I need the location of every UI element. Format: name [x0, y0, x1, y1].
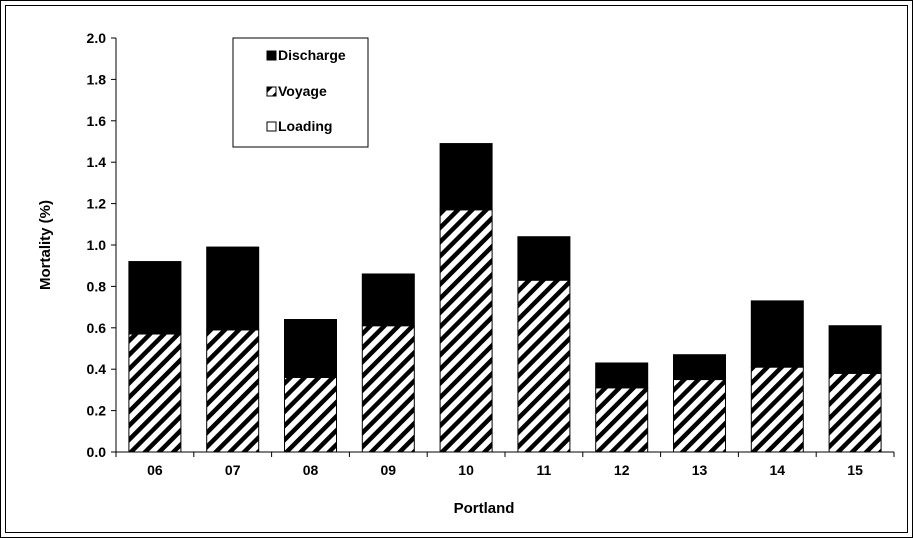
y-tick-label: 1.0: [87, 237, 107, 253]
bar-segment-voyage-11: [517, 279, 571, 453]
x-tick-label-15: 15: [847, 462, 863, 478]
legend: Discharge Voyage Loading: [232, 37, 369, 148]
bar-segment-discharge-12: [595, 362, 649, 389]
x-axis-title: Portland: [454, 500, 515, 517]
y-tick-label: 0.6: [87, 320, 107, 336]
y-tick-label: 1.8: [87, 71, 107, 87]
bar-segment-discharge-07: [206, 246, 260, 331]
bar-segment-voyage-15: [828, 372, 882, 453]
legend-item-voyage: Voyage: [266, 83, 327, 99]
y-tick-label: 1.2: [87, 196, 107, 212]
y-tick-label: 2.0: [87, 30, 107, 46]
legend-label-voyage: Voyage: [278, 83, 327, 99]
x-tick-label-07: 07: [225, 462, 241, 478]
y-axis-title: Mortality (%): [37, 200, 54, 290]
bar-segment-discharge-10: [439, 143, 493, 211]
legend-item-discharge: Discharge: [266, 47, 346, 63]
bar-segment-discharge-15: [828, 325, 882, 374]
bar-segment-voyage-09: [361, 325, 415, 453]
x-tick-label-10: 10: [458, 462, 474, 478]
x-tick-label-08: 08: [303, 462, 319, 478]
x-tick-label-09: 09: [381, 462, 397, 478]
legend-swatch-voyage: [266, 86, 277, 97]
bar-segment-voyage-12: [595, 387, 649, 453]
x-tick-label-14: 14: [770, 462, 786, 478]
bar-segment-voyage-10: [439, 209, 493, 453]
bar-segment-voyage-06: [128, 333, 182, 453]
y-tick-label: 1.6: [87, 113, 107, 129]
bar-segment-voyage-14: [750, 366, 804, 453]
legend-swatch-loading: [266, 121, 277, 132]
bar-segment-voyage-08: [284, 376, 337, 453]
y-tick-label: 1.4: [87, 154, 107, 170]
x-tick-label-12: 12: [614, 462, 630, 478]
bar-segment-voyage-07: [206, 329, 260, 453]
bar-segment-voyage-13: [673, 379, 726, 453]
axes-group: 0.0 0.2 0.4 0.6 0.8 1.0 1.2 1.4 1.6 1.8 2.0 06 07 08 0…: [87, 30, 895, 478]
y-tick-label: 0.2: [87, 403, 107, 419]
legend-box: [232, 37, 369, 148]
chart-frame-inner: [5, 5, 908, 533]
x-tick-label-06: 06: [147, 462, 163, 478]
y-tick-label: 0.4: [87, 361, 107, 377]
legend-swatch-discharge: [266, 50, 277, 61]
bar-segment-discharge-11: [517, 236, 571, 281]
bar-segment-discharge-09: [361, 273, 415, 327]
bars-group: [128, 143, 882, 453]
bar-segment-discharge-13: [673, 354, 726, 381]
y-tick-label: 0.0: [87, 444, 107, 460]
legend-label-discharge: Discharge: [278, 47, 346, 63]
bar-segment-discharge-08: [284, 319, 337, 378]
bar-segment-discharge-14: [750, 300, 804, 368]
x-tick-label-13: 13: [692, 462, 708, 478]
bar-segment-discharge-06: [128, 261, 182, 335]
x-tick-label-11: 11: [536, 462, 551, 478]
legend-item-loading: Loading: [266, 118, 332, 134]
y-tick-label: 0.8: [87, 278, 107, 294]
legend-label-loading: Loading: [278, 118, 332, 134]
